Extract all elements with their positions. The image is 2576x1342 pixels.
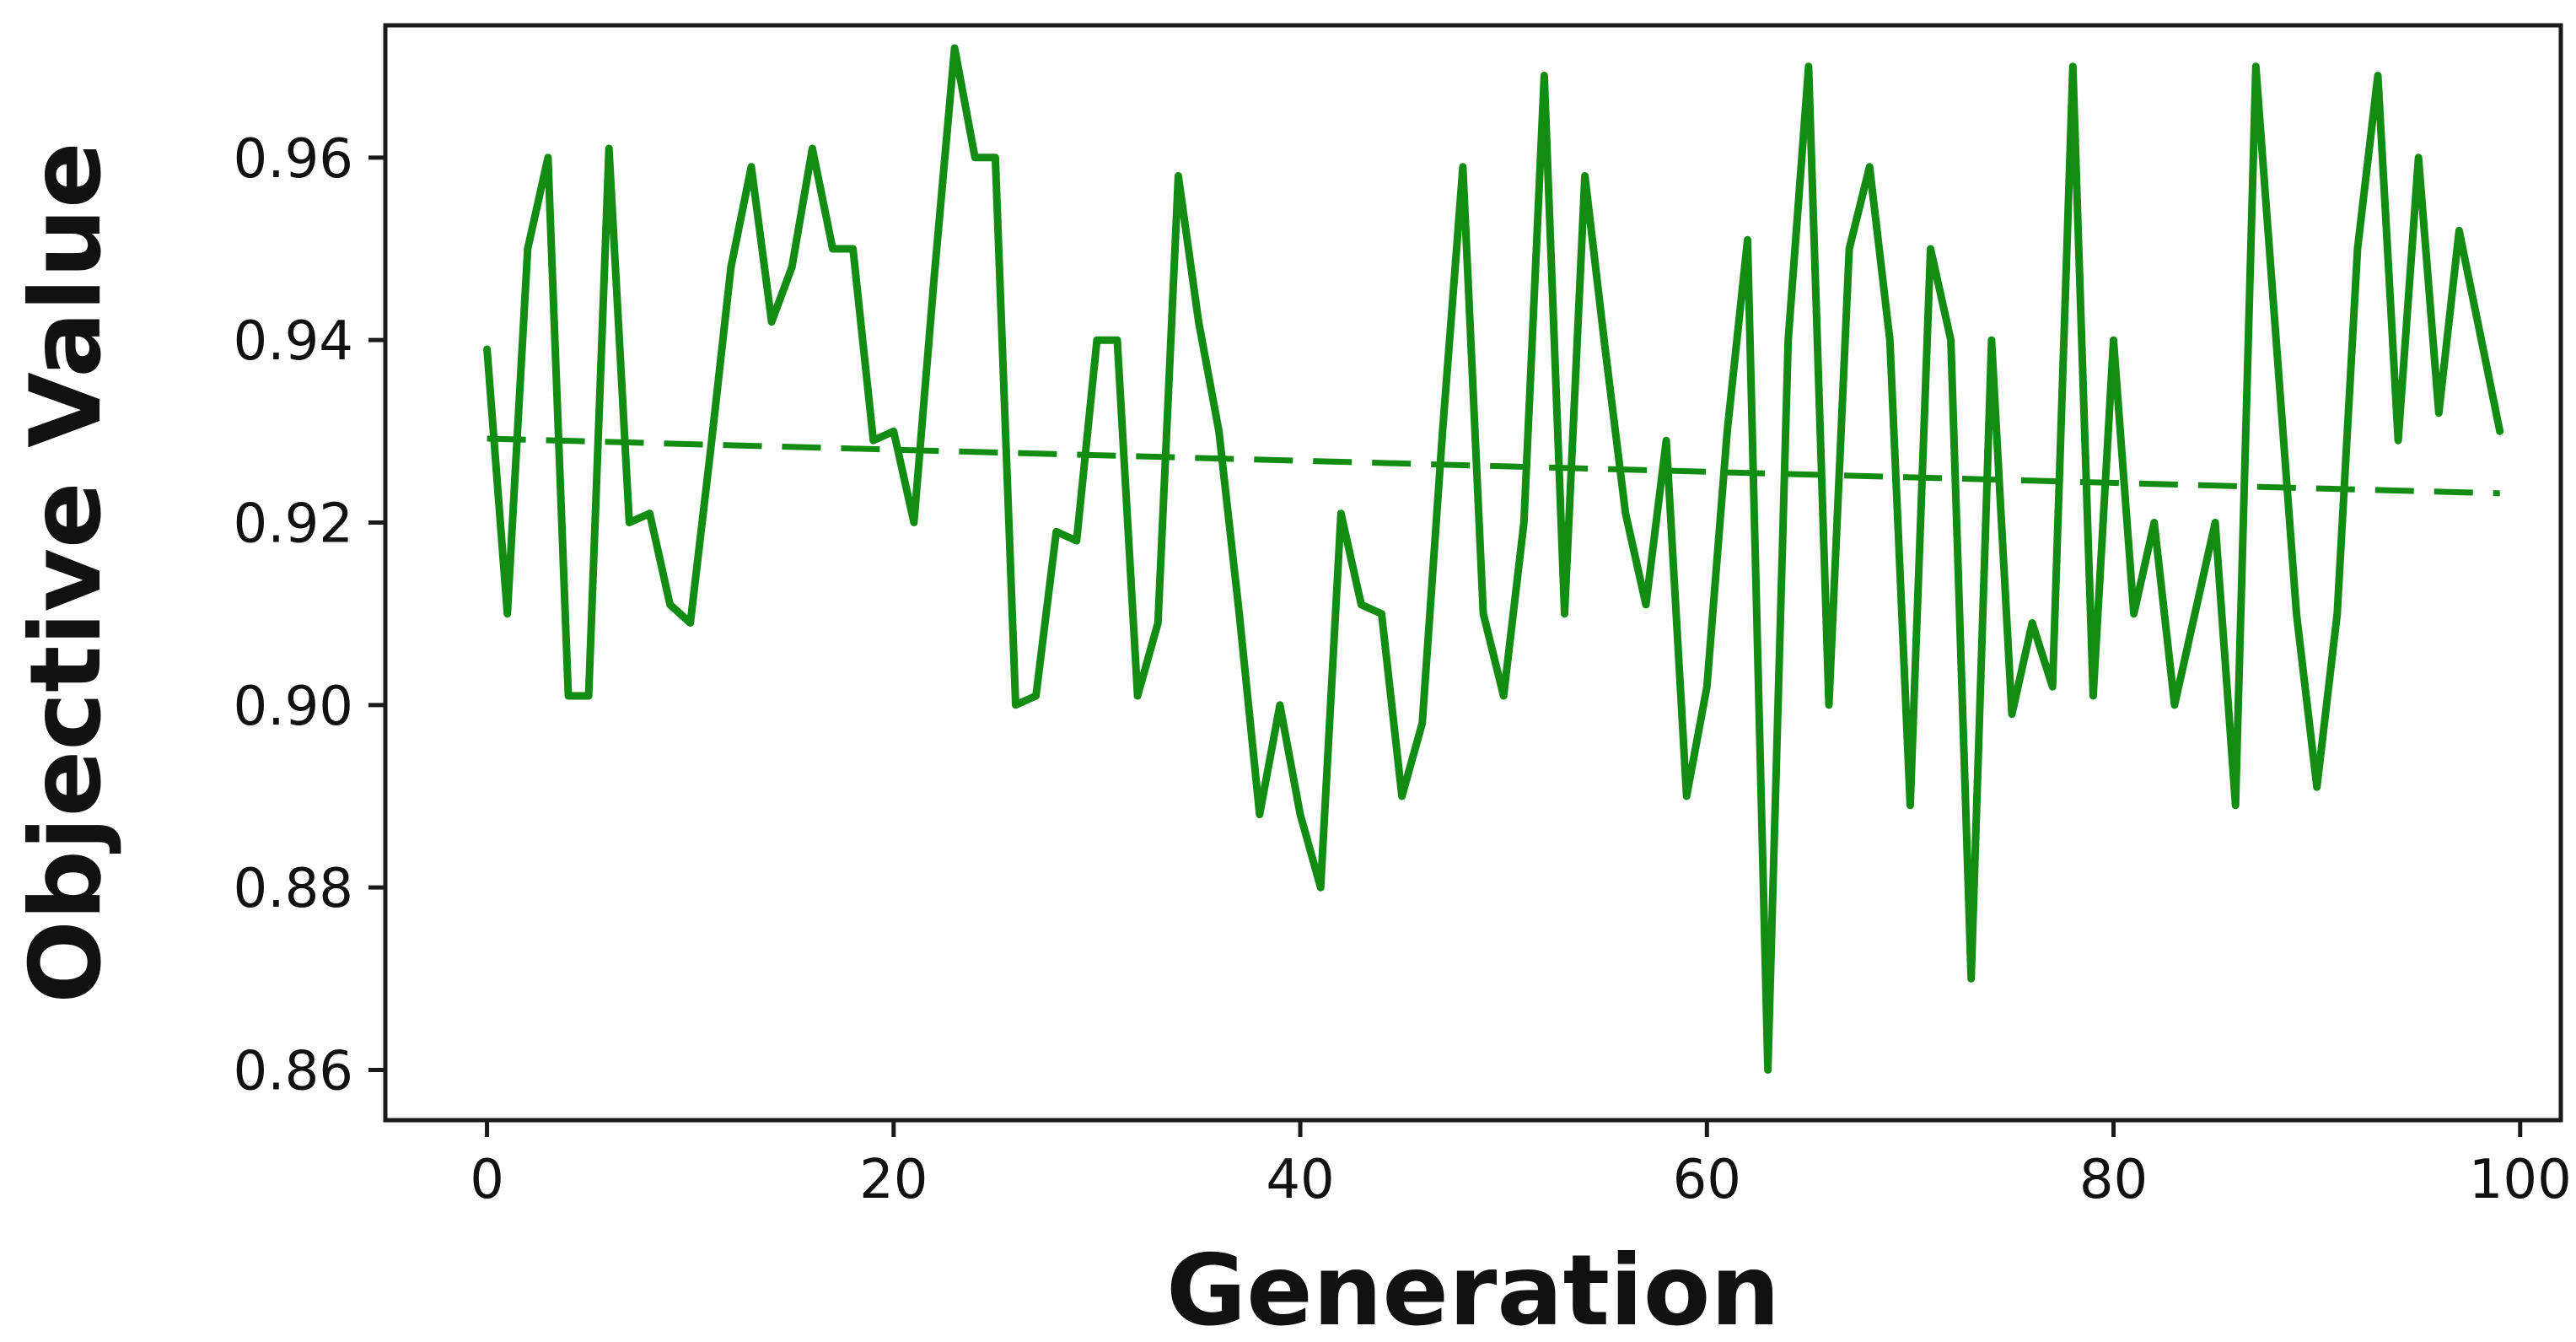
y-tick-label: 0.90	[234, 676, 354, 738]
y-tick-label: 0.94	[234, 310, 354, 373]
y-axis-label: Objective Value	[9, 142, 123, 1003]
y-tick-label: 0.88	[234, 858, 354, 920]
x-tick-label: 60	[1673, 1149, 1741, 1211]
plot-frame	[383, 23, 2563, 1123]
y-tick-label: 0.96	[234, 128, 354, 191]
x-axis: 0 20 40 60 80 100	[470, 1120, 2572, 1211]
y-tick-label: 0.86	[234, 1041, 354, 1103]
objective-value-line	[483, 44, 2504, 1074]
x-tick-label: 40	[1266, 1149, 1334, 1211]
x-tick-label: 100	[2469, 1149, 2572, 1211]
y-tick-label: 0.92	[234, 493, 354, 556]
x-axis-label: Generation	[1166, 1234, 1780, 1342]
y-axis: 0.86 0.88 0.90 0.92 0.94 0.96	[234, 128, 385, 1103]
x-tick-label: 80	[2079, 1149, 2148, 1211]
x-tick-label: 0	[470, 1149, 504, 1211]
plot-area	[483, 44, 2504, 1074]
x-tick-label: 20	[859, 1149, 928, 1211]
trend-line	[487, 435, 2500, 497]
